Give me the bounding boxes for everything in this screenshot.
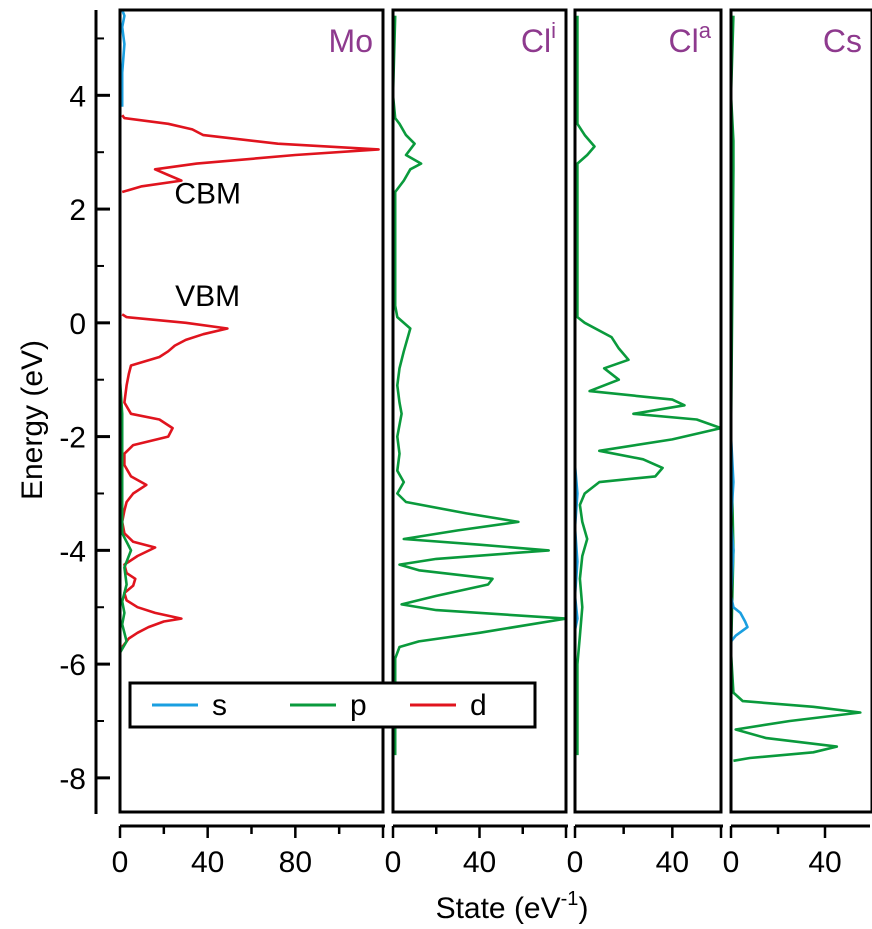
x-tick-label: 40 xyxy=(808,846,841,879)
y-tick-label: -6 xyxy=(59,649,86,682)
panel-title: Cs xyxy=(823,23,862,59)
y-tick-label: 0 xyxy=(69,308,86,341)
series-line-p xyxy=(391,15,568,756)
series-line-s xyxy=(120,9,126,107)
panel-title: Cli xyxy=(521,18,556,59)
annotation-cbm: CBM xyxy=(174,177,241,210)
panel-title-main: Cl xyxy=(669,23,699,59)
y-axis: 4 2 0 -2 -4 -6 -8 xyxy=(59,10,110,814)
panel-frame xyxy=(573,8,723,814)
legend-label-s: s xyxy=(212,689,227,722)
series-line-p xyxy=(118,15,133,654)
panel-1: Cli 0 40 xyxy=(385,8,568,879)
panel-title-main: Cl xyxy=(521,23,551,59)
panel-title-main: Mo xyxy=(329,23,373,59)
x-tick-label: 40 xyxy=(463,846,496,879)
x-tick-label: 80 xyxy=(279,846,312,879)
panel-title-sup: a xyxy=(699,18,712,43)
legend-label-p: p xyxy=(350,689,367,722)
panel-2: Cla 0 40 xyxy=(567,8,723,879)
panel-frame xyxy=(118,8,385,814)
panel-title: Cla xyxy=(669,18,712,59)
series-line-s xyxy=(573,464,579,631)
y-tick-label: -8 xyxy=(59,763,86,796)
panel-0: Mo 0 40 80 xyxy=(112,8,385,879)
x-axis-label-main: State (eV xyxy=(436,892,561,925)
series-line-d xyxy=(120,313,229,648)
panel-title-sup: i xyxy=(551,18,556,43)
panel-frame xyxy=(391,8,568,814)
x-tick-label: 0 xyxy=(385,846,402,879)
x-axis-label-tail: ) xyxy=(578,892,588,925)
x-tick-label: 40 xyxy=(191,846,224,879)
x-tick-label: 0 xyxy=(112,846,129,879)
x-tick-label: 40 xyxy=(656,846,689,879)
x-tick-label: 0 xyxy=(723,846,740,879)
series-line-s xyxy=(729,436,749,643)
series-line-p xyxy=(729,15,862,763)
series-line-p xyxy=(576,15,723,756)
x-axis-label-sup: -1 xyxy=(561,888,579,910)
annotation-vbm: VBM xyxy=(175,280,240,313)
y-tick-label: 2 xyxy=(69,194,86,227)
panel-title-main: Cs xyxy=(823,23,862,59)
y-axis-label: Energy (eV) xyxy=(16,340,49,500)
panel-title: Mo xyxy=(329,23,373,59)
y-tick-label: -4 xyxy=(59,535,86,568)
panel-3: Cs 0 40 xyxy=(723,8,872,879)
panel-frame xyxy=(729,8,872,814)
y-tick-label: 4 xyxy=(69,80,86,113)
series-line-d_cb xyxy=(121,114,380,194)
legend-label-d: d xyxy=(470,689,487,722)
x-tick-label: 0 xyxy=(567,846,584,879)
y-tick-label: -2 xyxy=(59,422,86,455)
x-axis-label: State (eV-1) xyxy=(436,888,589,925)
